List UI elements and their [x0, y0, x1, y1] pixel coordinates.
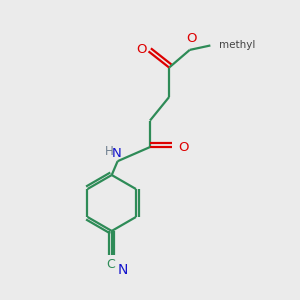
Text: N: N	[118, 263, 128, 278]
Text: methyl: methyl	[219, 40, 256, 50]
Text: H: H	[104, 145, 113, 158]
Text: O: O	[136, 44, 146, 56]
Text: O: O	[178, 141, 189, 154]
Text: C: C	[106, 258, 115, 271]
Text: O: O	[186, 32, 196, 45]
Text: N: N	[112, 147, 122, 160]
